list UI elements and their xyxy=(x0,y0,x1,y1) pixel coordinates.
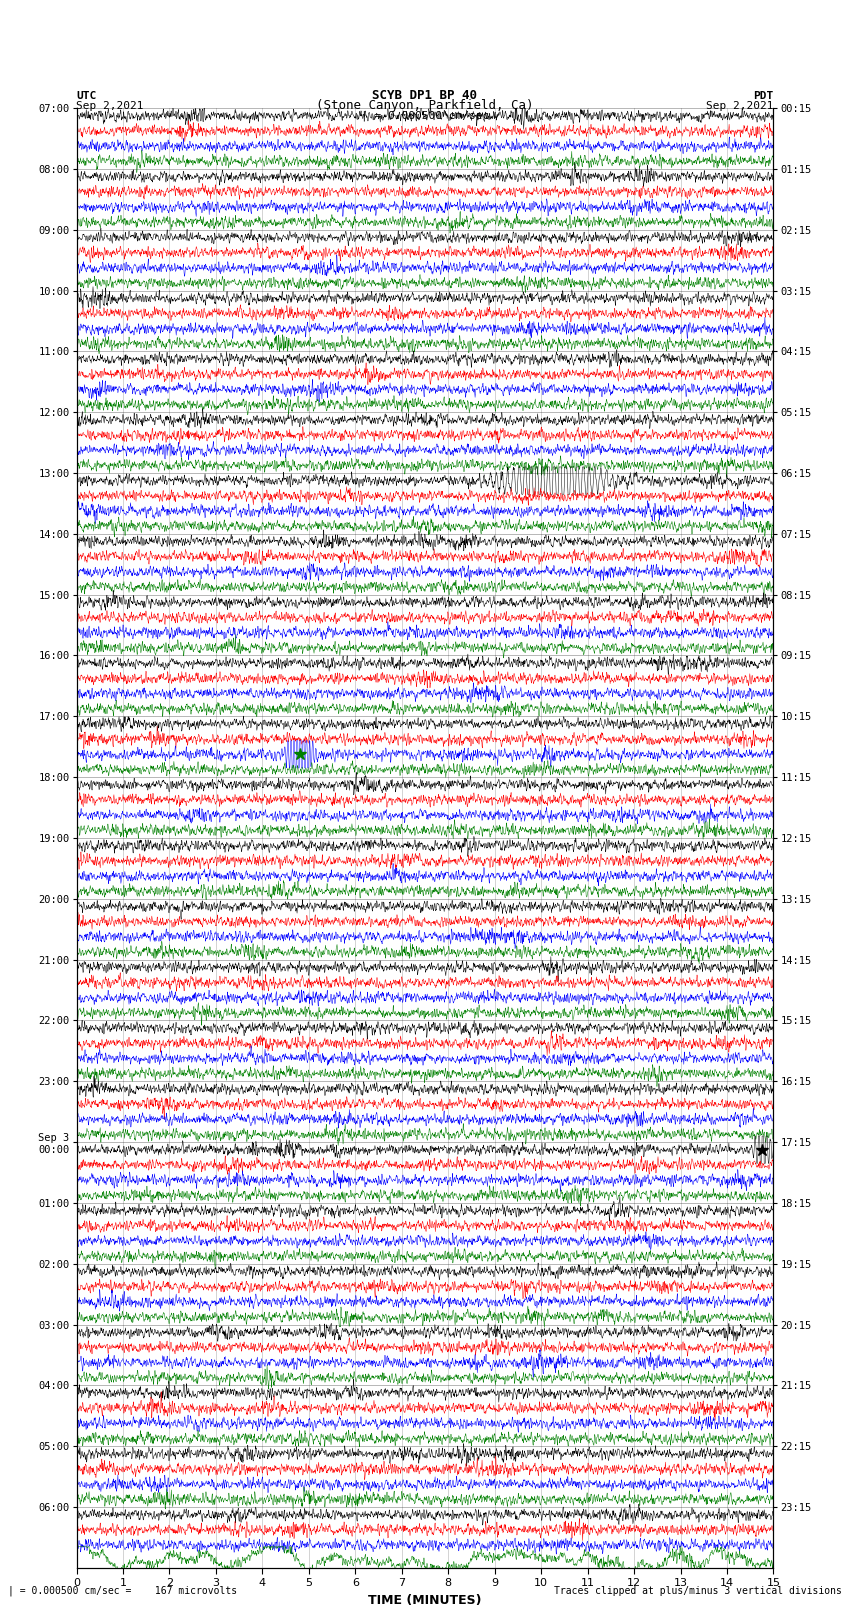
Text: (Stone Canyon, Parkfield, Ca): (Stone Canyon, Parkfield, Ca) xyxy=(316,98,534,111)
Text: Sep 2,2021: Sep 2,2021 xyxy=(706,102,774,111)
Text: | = 0.000500 cm/sec: | = 0.000500 cm/sec xyxy=(361,111,489,121)
Text: SCYB DP1 BP 40: SCYB DP1 BP 40 xyxy=(372,89,478,102)
Text: UTC: UTC xyxy=(76,92,97,102)
X-axis label: TIME (MINUTES): TIME (MINUTES) xyxy=(368,1594,482,1607)
Text: | = 0.000500 cm/sec =    167 microvolts: | = 0.000500 cm/sec = 167 microvolts xyxy=(8,1586,238,1597)
Text: Sep 2,2021: Sep 2,2021 xyxy=(76,102,144,111)
Text: Traces clipped at plus/minus 3 vertical divisions: Traces clipped at plus/minus 3 vertical … xyxy=(553,1586,842,1595)
Text: PDT: PDT xyxy=(753,92,774,102)
